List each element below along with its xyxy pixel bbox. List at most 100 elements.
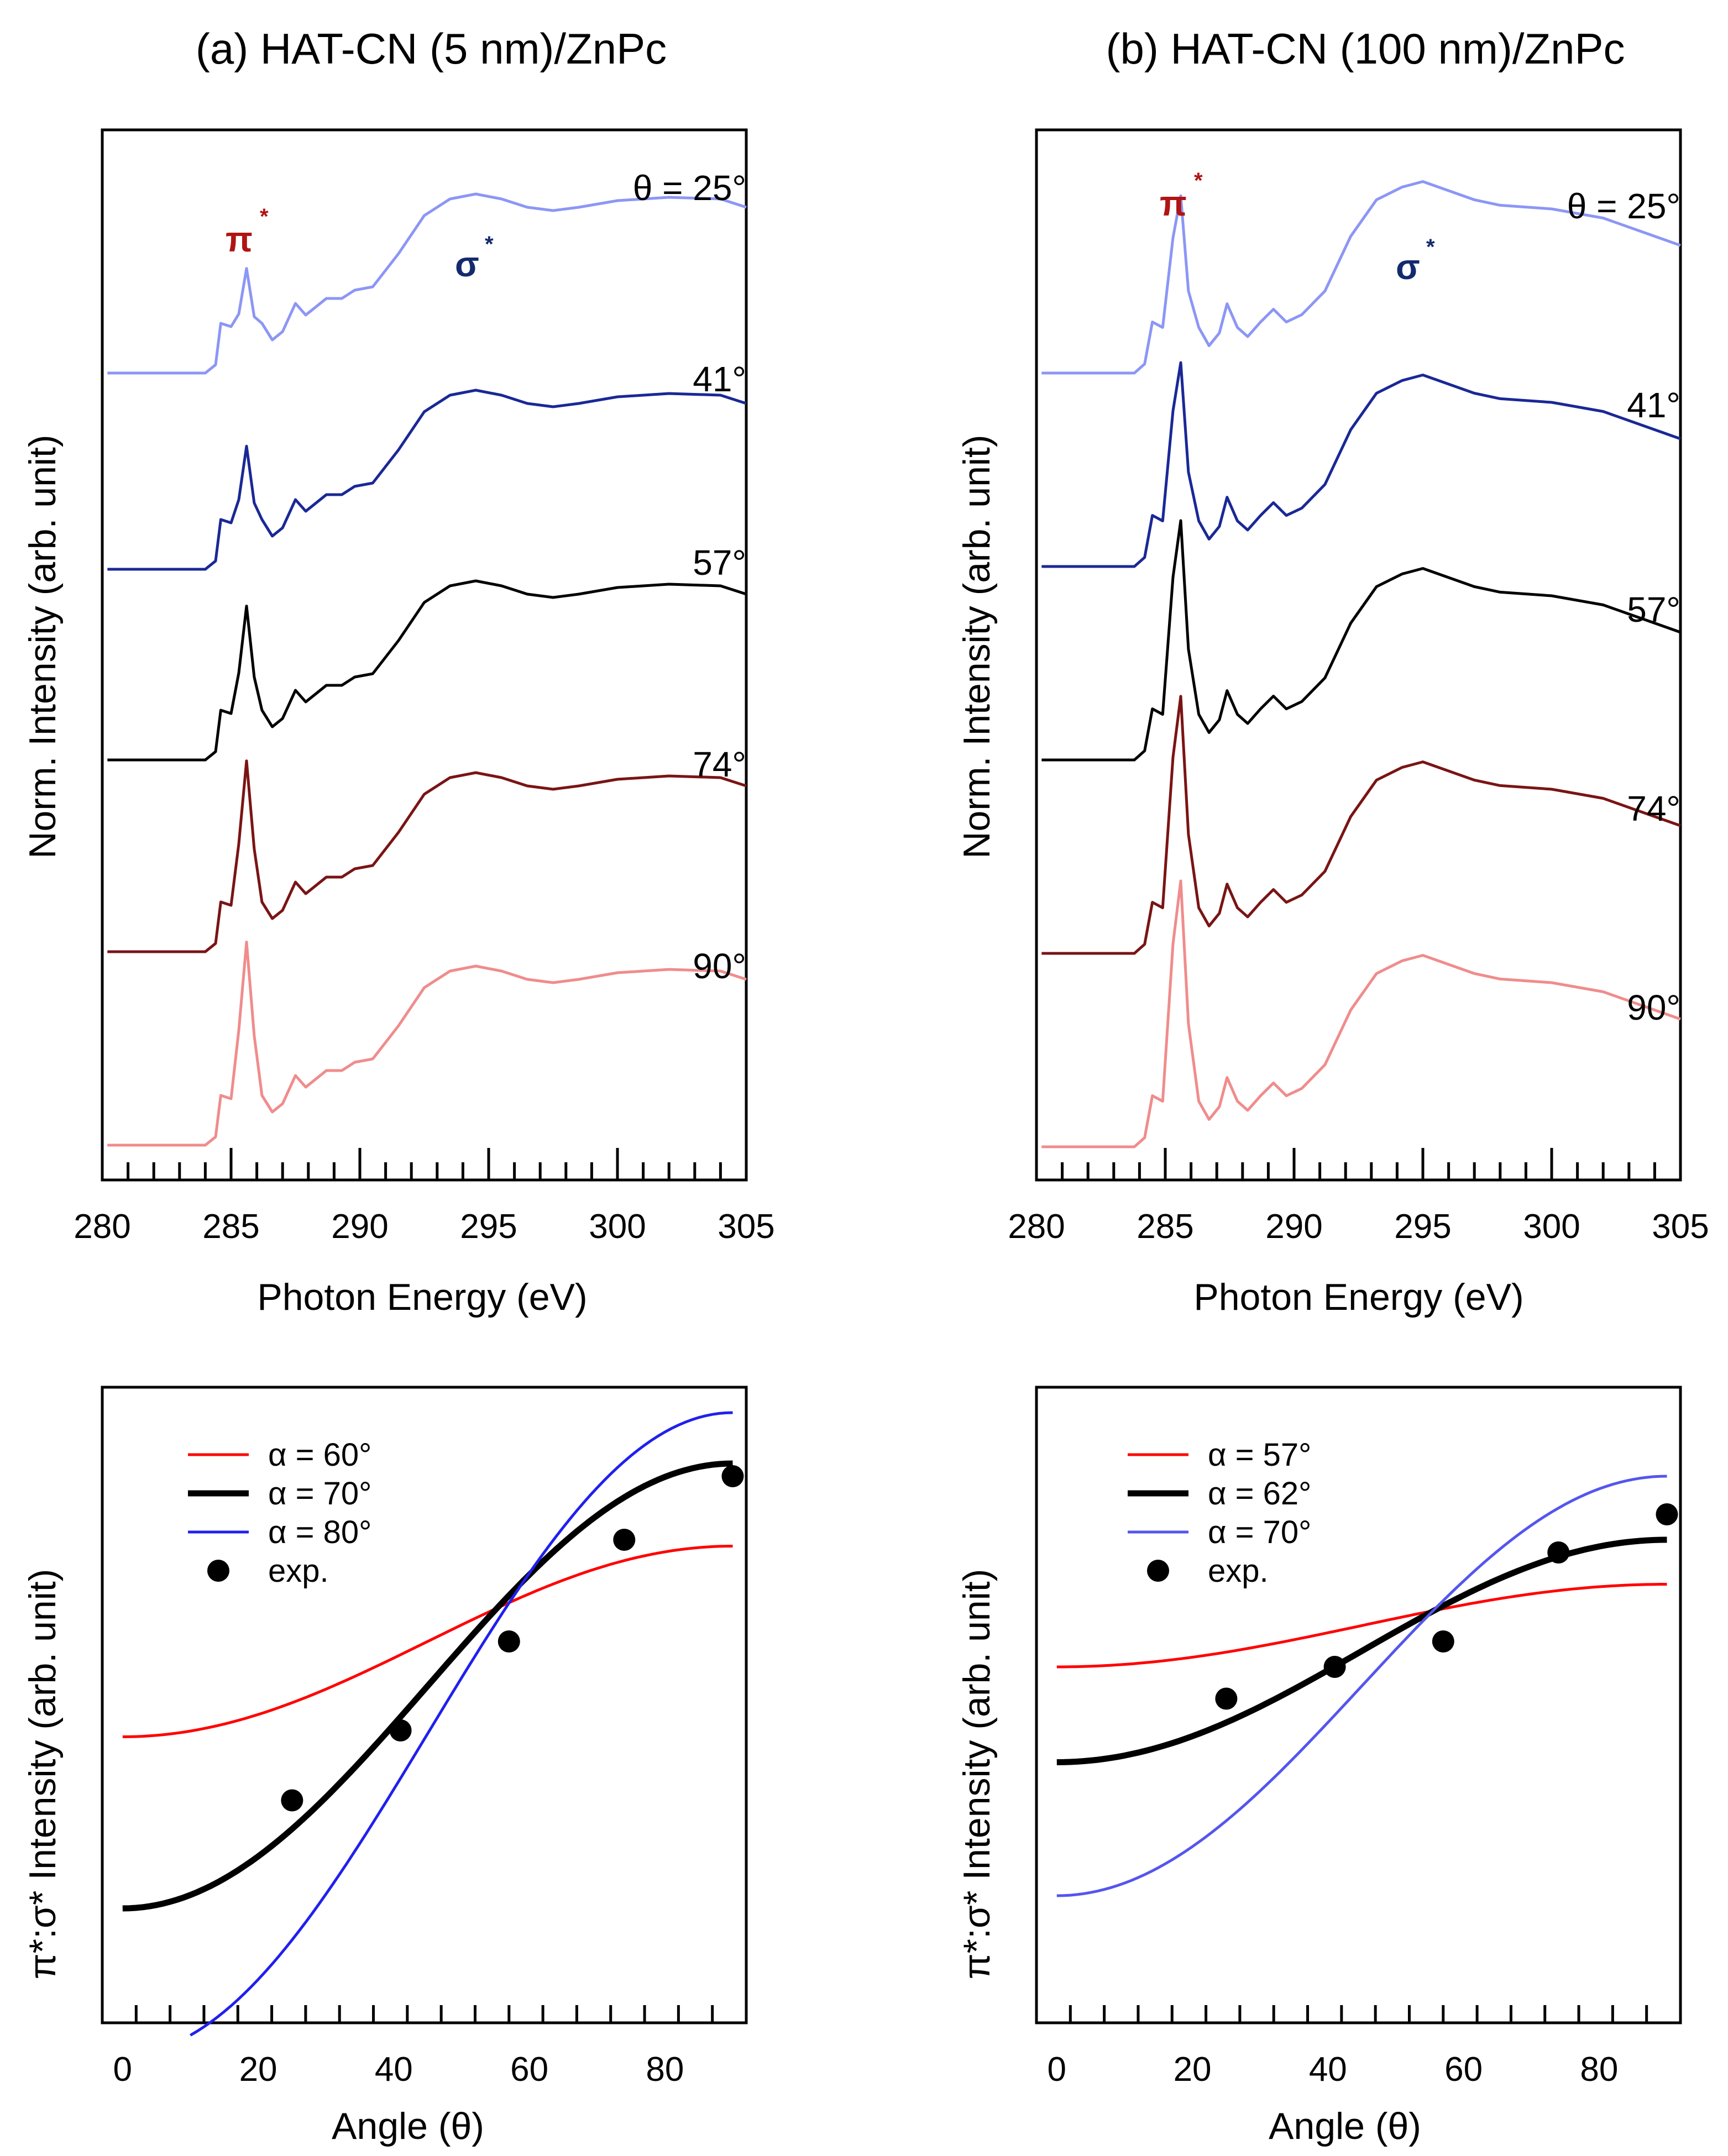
panel-b-label-41: 41° <box>1627 385 1680 425</box>
panel-c-y-axis-label: π*:σ* Intensity (arb. unit) <box>22 1569 64 1980</box>
panel-a-label-74: 74° <box>693 744 746 784</box>
x-tick-label: 80 <box>1580 2050 1618 2089</box>
exp-data-point <box>389 1719 412 1741</box>
x-tick-label: 280 <box>74 1208 130 1246</box>
x-tick-label: 305 <box>1652 1208 1709 1246</box>
panel-d-y-axis-label: π*:σ* Intensity (arb. unit) <box>956 1569 998 1980</box>
x-tick-label: 285 <box>1137 1208 1193 1246</box>
panel-a-label-25: θ = 25° <box>633 168 746 208</box>
panel-b-label-90: 90° <box>1627 988 1680 1027</box>
x-tick-label: 60 <box>510 2050 548 2089</box>
panel-b-label-57: 57° <box>1627 590 1680 630</box>
panel-a-label-57: 57° <box>693 543 746 583</box>
panel-a-sigma-star-asterisk: * <box>485 232 494 256</box>
panel-c-legend: α = 60° α = 70° α = 80° exp. <box>188 1437 371 1589</box>
fit-curve <box>122 1460 733 1912</box>
exp-data-point <box>721 1465 744 1487</box>
panel-a-pi-star-label: π <box>226 219 253 259</box>
spectrum-line <box>107 941 747 1147</box>
panel-a-label-41: 41° <box>693 359 746 399</box>
exp-data-point <box>1656 1503 1678 1525</box>
panel-b-x-ticks: 280 285 290 295 300 305 <box>1008 1148 1709 1246</box>
x-tick-label: 60 <box>1444 2050 1483 2089</box>
panel-c-frame <box>101 1386 748 2024</box>
panel-a-pi-star-asterisk: * <box>260 204 269 229</box>
legend-label-alpha-80: α = 80° <box>268 1514 371 1550</box>
panel-b-pi-star-label: π <box>1160 183 1187 223</box>
x-tick-label: 40 <box>1309 2050 1347 2089</box>
x-tick-label: 0 <box>113 2050 132 2089</box>
panel-a-label-90: 90° <box>693 946 746 986</box>
panel-d-x-ticks: 0 20 40 60 80 <box>1035 2005 1682 2089</box>
spectrum-line <box>107 389 747 571</box>
panel-a-x-ticks: 280 285 290 295 300 305 <box>74 1148 775 1246</box>
fit-curve <box>190 1411 733 2037</box>
fit-curve <box>1056 1475 1667 1897</box>
x-tick-label: 20 <box>1174 2050 1212 2089</box>
panel-a-frame <box>101 128 748 1182</box>
x-tick-label: 295 <box>1394 1208 1451 1246</box>
legend-label-exp: exp. <box>1208 1553 1269 1589</box>
x-tick-label: 80 <box>646 2050 684 2089</box>
panel-a-x-axis-label: Photon Energy (eV) <box>257 1276 587 1318</box>
panel-a-title: (a) HAT-CN (5 nm)/ZnPc <box>196 24 667 73</box>
legend-label-alpha-62: α = 62° <box>1208 1476 1311 1512</box>
panel-d-series <box>1056 1475 1678 1897</box>
panel-b-title: (b) HAT-CN (100 nm)/ZnPc <box>1106 24 1625 73</box>
legend-marker-exp <box>1147 1560 1169 1582</box>
panel-b-pi-star-asterisk: * <box>1194 169 1203 193</box>
legend-label-exp: exp. <box>268 1553 329 1589</box>
panel-d-legend: α = 57° α = 62° α = 70° exp. <box>1128 1437 1311 1589</box>
x-tick-label: 0 <box>1048 2050 1066 2089</box>
legend-label-alpha-70: α = 70° <box>268 1476 371 1512</box>
fit-curve <box>1056 1583 1667 1669</box>
exp-data-point <box>1215 1687 1238 1710</box>
exp-data-point <box>1323 1656 1346 1678</box>
x-tick-label: 280 <box>1008 1208 1065 1246</box>
panel-d-angle-plot: π*:σ* Intensity (arb. unit) Angle (θ) 0 2… <box>956 1386 1682 2147</box>
panel-d-frame <box>1035 1386 1682 2024</box>
exp-data-point <box>1432 1630 1454 1653</box>
spectrum-line <box>1041 180 1681 375</box>
x-tick-label: 305 <box>718 1208 774 1246</box>
panel-a-y-axis-label: Norm. Intensity (arb. unit) <box>22 434 64 858</box>
spectrum-line <box>107 759 747 953</box>
x-tick-label: 290 <box>1265 1208 1322 1246</box>
x-tick-label: 20 <box>239 2050 277 2089</box>
spectrum-line <box>1041 361 1681 568</box>
panel-b-sigma-star-asterisk: * <box>1426 235 1435 259</box>
exp-data-point <box>613 1529 636 1551</box>
spectrum-line <box>107 192 747 375</box>
spectrum-line <box>107 579 747 762</box>
panel-b-label-25: θ = 25° <box>1567 186 1680 226</box>
spectrum-line <box>1041 519 1681 762</box>
x-tick-label: 290 <box>331 1208 388 1246</box>
x-tick-label: 300 <box>589 1208 646 1246</box>
panel-c-series <box>122 1411 744 2037</box>
spectrum-line <box>1041 695 1681 955</box>
x-tick-label: 295 <box>460 1208 517 1246</box>
exp-data-point <box>281 1789 303 1812</box>
panel-b-x-axis-label: Photon Energy (eV) <box>1193 1276 1523 1318</box>
panel-b-series <box>1041 180 1681 1148</box>
panel-c-x-ticks: 0 20 40 60 80 <box>101 2005 748 2089</box>
legend-label-alpha-57: α = 57° <box>1208 1437 1311 1473</box>
exp-data-point <box>498 1630 520 1653</box>
panel-b-y-axis-label: Norm. Intensity (arb. unit) <box>956 434 998 858</box>
x-tick-label: 300 <box>1523 1208 1580 1246</box>
x-tick-label: 40 <box>375 2050 413 2089</box>
panel-c-x-axis-label: Angle (θ) <box>332 2105 484 2147</box>
x-tick-label: 285 <box>202 1208 259 1246</box>
panel-b-frame <box>1035 128 1682 1182</box>
panel-d-x-axis-label: Angle (θ) <box>1269 2105 1421 2147</box>
exp-data-point <box>1547 1541 1570 1564</box>
panel-c-angle-plot: π*:σ* Intensity (arb. unit) Angle (θ) 0 2… <box>22 1386 748 2147</box>
legend-marker-exp <box>207 1560 229 1582</box>
panel-a-series <box>107 192 747 1147</box>
panel-a-spectra: (a) HAT-CN (5 nm)/ZnPc Norm. Intensity (… <box>22 24 775 1318</box>
panel-b-spectra: (b) HAT-CN (100 nm)/ZnPc Norm. Intensity… <box>956 24 1709 1318</box>
legend-label-alpha-70: α = 70° <box>1208 1514 1311 1550</box>
spectrum-line <box>1041 879 1681 1148</box>
panel-b-sigma-star-label: σ <box>1396 247 1420 287</box>
